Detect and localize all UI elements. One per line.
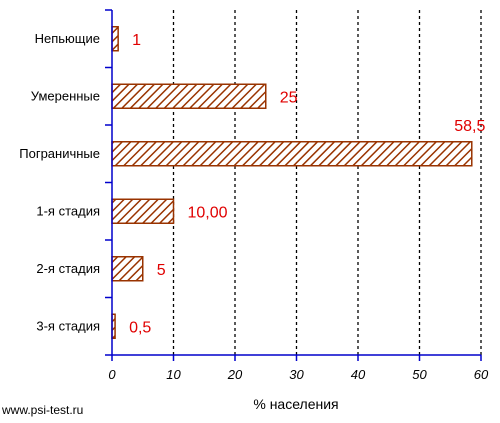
data-label: 58,5: [454, 118, 485, 135]
category-label: 1-я стадия: [36, 203, 100, 218]
x-tick-label: 20: [227, 367, 243, 382]
x-axis-title: % населения: [253, 396, 338, 412]
data-label: 5: [157, 262, 166, 279]
x-tick-label: 60: [474, 367, 489, 382]
category-label: Умеренные: [31, 88, 100, 103]
data-label: 0,5: [129, 319, 151, 336]
x-tick-label: 0: [108, 367, 116, 382]
bars: [111, 26, 473, 339]
gridlines: [172, 10, 482, 355]
bar: [111, 83, 267, 109]
data-label: 1: [132, 32, 141, 49]
site-footer: www.psi-test.ru: [1, 403, 83, 417]
x-tick-label: 50: [412, 367, 427, 382]
bar: [111, 141, 473, 167]
category-label: 3-я стадия: [36, 318, 100, 333]
category-label: Пограничные: [19, 146, 100, 161]
labels: Непьющие 1 Умеренные 25 Пограничные 58,5 1-я с…: [19, 31, 489, 382]
data-label: 10,00: [188, 204, 228, 221]
bar: [111, 256, 144, 282]
category-label: Непьющие: [35, 31, 100, 46]
bar: [111, 198, 175, 224]
category-label: 2-я стадия: [36, 261, 100, 276]
x-tick-label: 30: [289, 367, 304, 382]
x-tick-label: 10: [166, 367, 181, 382]
x-tick-label: 40: [351, 367, 366, 382]
data-label: 25: [280, 89, 298, 106]
axes: [105, 9, 482, 361]
bar: [111, 26, 119, 52]
